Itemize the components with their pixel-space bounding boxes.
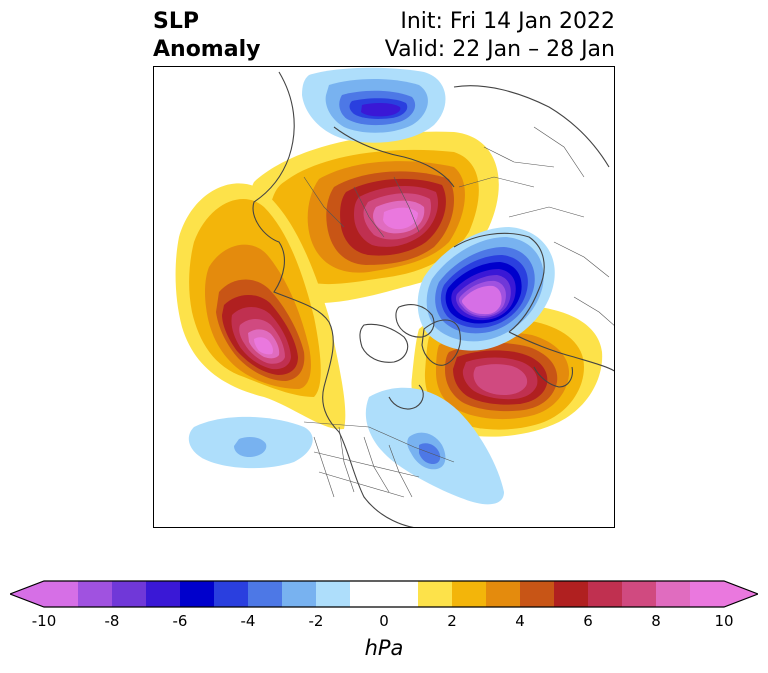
colorbar-segment [622,581,657,607]
colorbar-label: hPa [364,636,404,660]
valid-range: Valid: 22 Jan – 28 Jan [384,37,615,62]
anomaly-low-east-us [365,387,504,505]
country-borders [303,126,614,498]
anomaly-low-scandinavia [417,227,555,351]
colorbar-segment [418,581,453,607]
colorbar-segment [486,581,521,607]
colorbar-segment [520,581,555,607]
forecast-dates: Init: Fri 14 Jan 2022 Valid: 22 Jan – 28… [385,8,615,64]
colorbar-tick-label: -4 [240,612,256,630]
title-field: Anomaly [153,37,261,62]
colorbar-tick-label: -8 [104,612,120,630]
polar-map [153,66,615,528]
colorbar-tick-label: 8 [651,612,661,630]
colorbar [10,580,758,608]
colorbar-segment [350,581,419,607]
colorbar-tick-label: -6 [172,612,188,630]
anomaly-low-pacific [188,416,313,469]
anomaly-high-europe [411,305,603,437]
coastlines [252,71,614,527]
colorbar-segment [248,581,283,607]
colorbar-tick-label: -10 [31,612,57,630]
init-date: Init: Fri 14 Jan 2022 [400,9,615,34]
colorbar-segment [656,581,691,607]
colorbar-segment [282,581,317,607]
anomaly-low-russia [302,67,446,143]
colorbar-over-arrow [724,581,758,607]
colorbar-segment [180,581,215,607]
colorbar-segment [316,581,351,607]
colorbar-tick-label: 10 [714,612,734,630]
title-variable: SLP [153,9,199,34]
colorbar-segment [44,581,79,607]
colorbar-segment [588,581,623,607]
colorbar-tick-label: 2 [447,612,457,630]
colorbar-segment [146,581,181,607]
colorbar-tick-label: 4 [515,612,525,630]
colorbar-segment [690,581,725,607]
colorbar-segment [452,581,487,607]
map-title: SLP Anomaly [153,8,260,64]
colorbar-segment [214,581,249,607]
colorbar-segment [554,581,589,607]
anomaly-high-pacific [175,183,346,430]
colorbar-tick-label: -2 [308,612,324,630]
colorbar-tick-label: 6 [583,612,593,630]
colorbar-tick-label: 0 [379,612,389,630]
colorbar-segment [112,581,147,607]
colorbar-segment [78,581,113,607]
colorbar-under-arrow [10,581,44,607]
colorbar-ticks: -10 -8 -6 -4 -2 0 2 4 6 8 10 [0,612,768,632]
